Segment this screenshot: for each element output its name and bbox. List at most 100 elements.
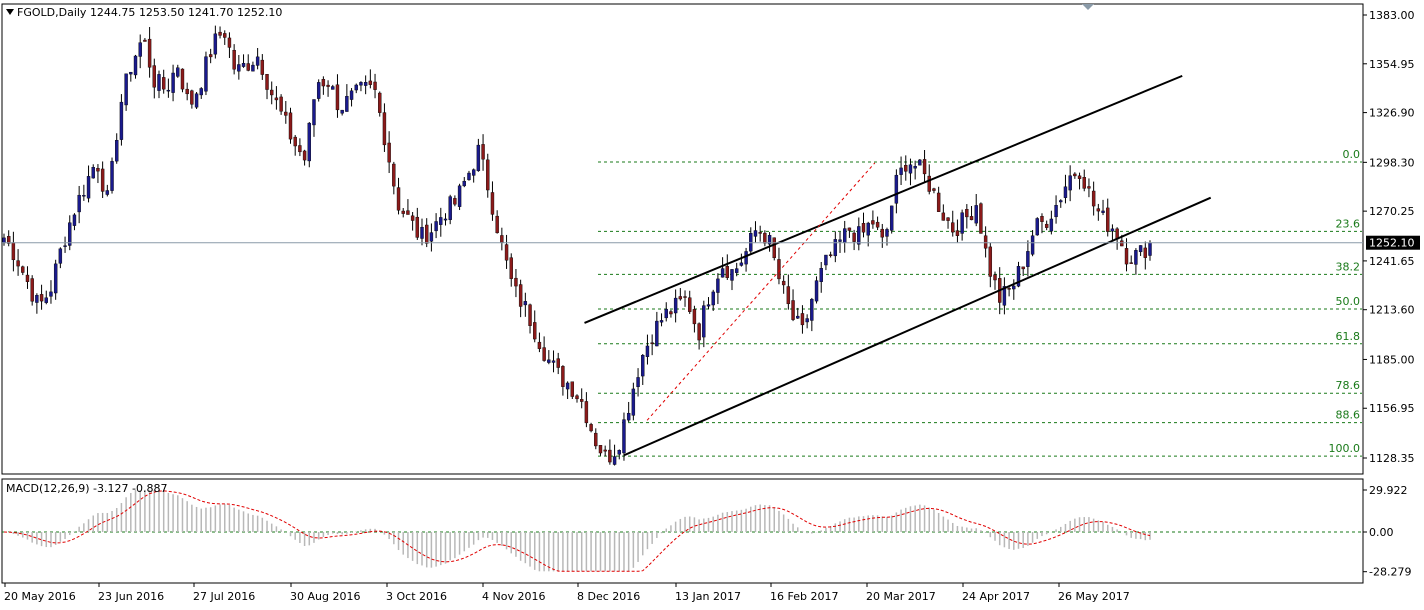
price-axis: 1383.00 1354.95 1326.90 1298.30 1270.25 1241.… [1363, 9, 1415, 465]
fib-level-label: 61.8 [1336, 330, 1361, 343]
candle-body [518, 284, 523, 307]
fibonacci-levels[interactable]: 0.0 23.6 38.2 50.0 61.8 78.6 88.6 100.0 [598, 148, 1362, 457]
candle-body [2, 237, 6, 244]
candle-body [6, 236, 11, 244]
candle-body [669, 311, 673, 315]
candle-body [843, 228, 847, 243]
candle-body [969, 216, 974, 221]
candle-body [11, 242, 16, 261]
candle-body [1035, 218, 1039, 236]
chart-frame [1, 3, 1364, 584]
candle-body [814, 280, 819, 302]
candle-body [1021, 266, 1025, 270]
macd-label: MACD(12,26,9) [6, 482, 90, 495]
candle-body [335, 84, 340, 111]
candle-body [504, 244, 509, 261]
candle-body [1148, 242, 1152, 256]
candle-body [767, 235, 772, 245]
candle-body [1012, 285, 1016, 290]
candle-body [692, 309, 697, 325]
macd-tick-label: 0.00 [1369, 526, 1394, 539]
date-tick-label: 24 Apr 2017 [962, 590, 1030, 603]
fib-level-label: 88.6 [1336, 409, 1361, 422]
candle-body [105, 190, 110, 195]
candle-body [918, 159, 922, 166]
price-tick-label: 1128.35 [1369, 452, 1415, 465]
candle-body [763, 232, 767, 244]
candle-body [44, 297, 48, 303]
candle-body [899, 167, 903, 175]
candle-body [157, 74, 161, 91]
candle-body [312, 99, 316, 126]
candle-body [176, 67, 180, 77]
candle-body [659, 320, 664, 323]
candle-body [495, 215, 499, 234]
candle-body [904, 165, 908, 172]
candle-body [410, 215, 415, 221]
candle-body [180, 68, 185, 90]
date-tick-label: 4 Nov 2016 [482, 590, 545, 603]
candle-body [171, 72, 175, 93]
candle-body [321, 79, 326, 87]
candle-body [866, 222, 870, 236]
candle-body [481, 144, 485, 160]
candle-body [641, 355, 645, 377]
candle-body [293, 136, 297, 147]
candle-body [861, 223, 866, 233]
candle-body [260, 59, 265, 75]
candle-body [514, 277, 518, 287]
candle-body [284, 111, 288, 116]
candle-body [486, 159, 490, 191]
chart-title-bar: FGOLD,Daily 1244.75 1253.50 1241.70 1252… [6, 6, 282, 19]
fib-level-label: 0.0 [1343, 148, 1361, 161]
candle-body [345, 96, 349, 112]
candle-body [608, 449, 612, 463]
candle-body [72, 214, 77, 226]
candle-body [819, 268, 823, 282]
candle-body [575, 395, 579, 400]
candle-body [833, 239, 838, 257]
candle-body [725, 266, 729, 278]
candle-body [758, 232, 762, 234]
candle-body [688, 297, 692, 312]
candle-body [655, 320, 659, 347]
candle-body [946, 217, 950, 221]
low-value: 1241.70 [187, 6, 234, 19]
candle-body [307, 122, 311, 162]
candle-body [387, 142, 391, 163]
candle-body [556, 358, 560, 368]
candle-body [429, 232, 434, 242]
candle-body [537, 341, 542, 349]
candle-body [1054, 204, 1058, 218]
candle-body [490, 192, 495, 215]
candle-body [110, 161, 114, 191]
date-tick-label: 20 May 2016 [4, 590, 76, 603]
candle-body [63, 245, 67, 247]
candle-body [875, 221, 880, 228]
candle-body [786, 286, 791, 305]
candle-body [100, 168, 105, 192]
dropdown-triangle-icon[interactable] [6, 9, 14, 15]
date-tick-label: 3 Oct 2016 [386, 590, 447, 603]
macd-panel [2, 489, 1363, 572]
candle-body [791, 300, 795, 320]
candle-body [603, 449, 607, 452]
candle-body [979, 203, 983, 234]
candle-body [1091, 190, 1096, 207]
candle-body [279, 96, 283, 112]
candle-body [448, 196, 452, 220]
macd-title-bar: MACD(12,26,9) -3.127 -0.887 [6, 482, 167, 495]
fib-retracement-diagonal[interactable] [646, 162, 876, 421]
chart-shift-icon[interactable] [1082, 4, 1094, 10]
trend-channel[interactable] [584, 74, 1212, 457]
candle-body [251, 64, 255, 72]
candle-body [298, 145, 302, 153]
channel-lower-line[interactable] [623, 196, 1212, 457]
candle-body [612, 456, 617, 465]
candle-body [129, 71, 133, 75]
channel-upper-line[interactable] [584, 74, 1183, 324]
candle-body [683, 296, 687, 298]
candle-body [800, 313, 805, 326]
